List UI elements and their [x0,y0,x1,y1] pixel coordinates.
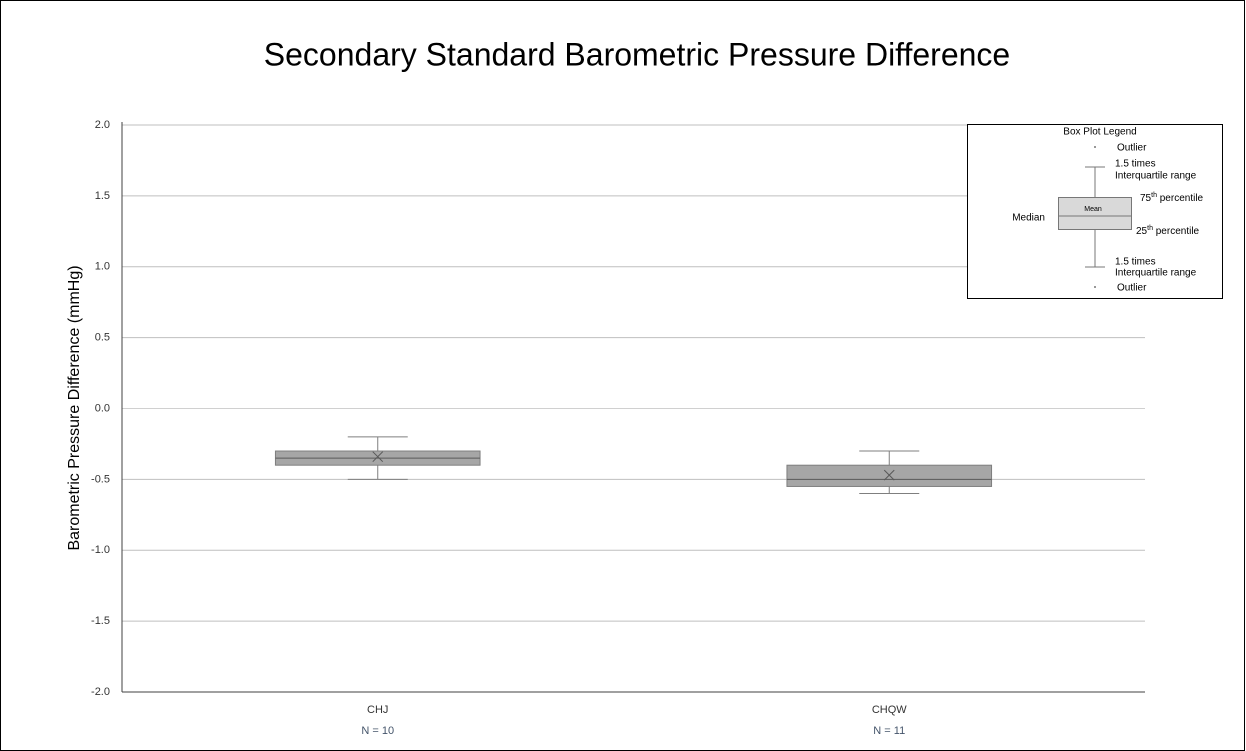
legend-key: Box Plot Legend Outlier 1.5 times Interq… [967,124,1223,299]
y-tick-label: 0.0 [95,402,110,414]
chart-title: Secondary Standard Barometric Pressure D… [264,36,1010,72]
legend-text: Median [1012,213,1045,224]
y-tick-label: -1.0 [91,544,110,556]
legend-outlier [1094,146,1096,148]
y-tick-label: 1.5 [95,190,110,202]
legend-text: 75th percentile [1140,192,1204,204]
legend-text: 75 [1140,193,1152,204]
y-tick-label: 1.0 [95,261,110,273]
y-tick-label: -1.5 [91,615,110,627]
legend-text: 1.5 times [1115,159,1156,170]
legend-text: Outlier [1117,283,1147,294]
y-tick-label: 2.0 [95,119,110,131]
sample-size-label: N = 11 [873,725,905,737]
x-tick-label: CHQW [872,704,907,716]
legend-text: percentile [1157,193,1204,204]
legend-text: 25 [1136,226,1148,237]
legend-box [1058,197,1132,230]
legend-text: th [1147,225,1153,232]
legend-text: 1.5 times [1115,257,1156,268]
mean-marker [372,451,384,463]
y-axis-label: Barometric Pressure Difference (mmHg) [66,265,83,550]
legend-text: Interquartile range [1115,268,1197,279]
y-tick-label: 0.5 [95,332,110,344]
mean-marker [883,469,895,481]
x-tick-label: CHJ [367,704,388,716]
legend-outlier [1094,286,1096,288]
legend-text: 25th percentile [1136,225,1200,237]
sample-size-label: N = 10 [361,725,394,737]
legend-text: Interquartile range [1115,171,1197,182]
y-tick-label: -0.5 [91,473,110,485]
legend-text: percentile [1153,226,1200,237]
legend-text: th [1151,192,1157,199]
box [786,464,993,487]
y-tick-label: -2.0 [91,686,110,698]
legend-text: Mean [1084,206,1102,213]
legend-title: Box Plot Legend [1063,127,1136,138]
legend-text: Outlier [1117,143,1147,154]
